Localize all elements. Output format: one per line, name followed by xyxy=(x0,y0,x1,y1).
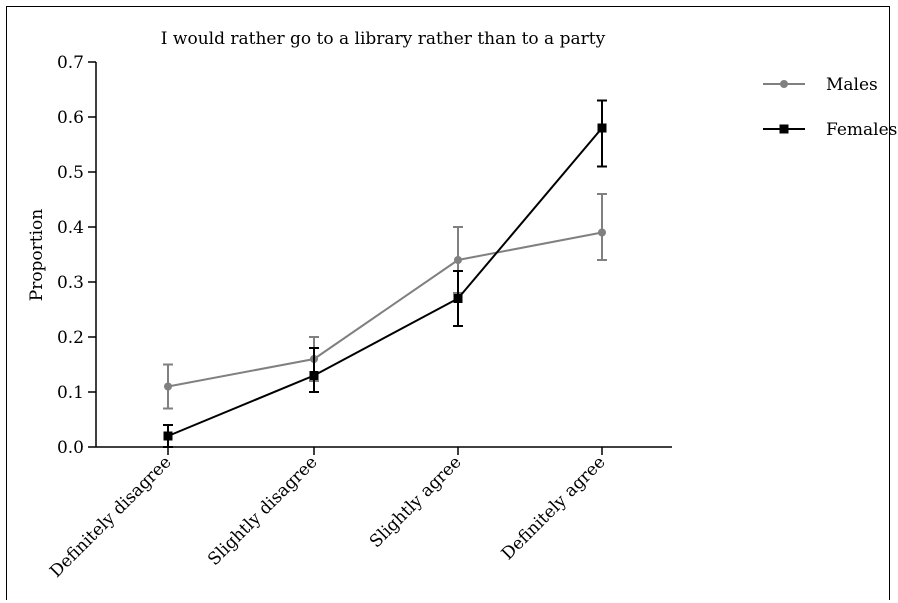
legend: Males Females xyxy=(763,75,897,140)
y-tick-label: 0.1 xyxy=(57,383,84,403)
x-category-label: Definitely disagree xyxy=(46,452,175,581)
y-tick-label: 0.0 xyxy=(57,438,84,458)
y-tick-label: 0.4 xyxy=(57,218,84,238)
axes: 0.0 0.1 0.2 0.3 0.4 0.5 0.6 0.7 Definitely disag… xyxy=(46,53,672,582)
y-tick-label: 0.7 xyxy=(57,53,84,73)
data-point xyxy=(164,382,172,391)
y-tick-label: 0.5 xyxy=(57,163,84,183)
chart-frame xyxy=(6,6,890,600)
data-point xyxy=(453,294,463,303)
y-tick-label: 0.6 xyxy=(57,108,84,128)
chart-title: I would rather go to a library rather th… xyxy=(161,29,606,49)
data-point xyxy=(309,371,319,380)
series-line xyxy=(167,127,603,437)
series-line xyxy=(167,231,603,388)
series-females xyxy=(163,99,607,448)
legend-marker xyxy=(779,124,789,134)
x-category-label: Definitely agree xyxy=(498,452,610,564)
data-point xyxy=(598,228,606,237)
data-point xyxy=(454,256,462,264)
series-layer xyxy=(163,99,607,448)
series-males xyxy=(163,193,607,410)
data-point xyxy=(597,123,607,133)
legend-item-males: Males xyxy=(763,75,878,95)
y-tick-label: 0.2 xyxy=(57,328,84,348)
x-category-label: Slightly disagree xyxy=(204,452,321,569)
y-tick-label: 0.3 xyxy=(57,273,84,293)
legend-marker xyxy=(780,80,788,88)
legend-label: Females xyxy=(826,120,897,140)
legend-item-females: Females xyxy=(763,120,897,140)
data-point xyxy=(163,431,173,441)
x-category-label: Slightly agree xyxy=(366,452,466,552)
legend-label: Males xyxy=(826,75,878,95)
y-axis-title: Proportion xyxy=(27,209,47,302)
